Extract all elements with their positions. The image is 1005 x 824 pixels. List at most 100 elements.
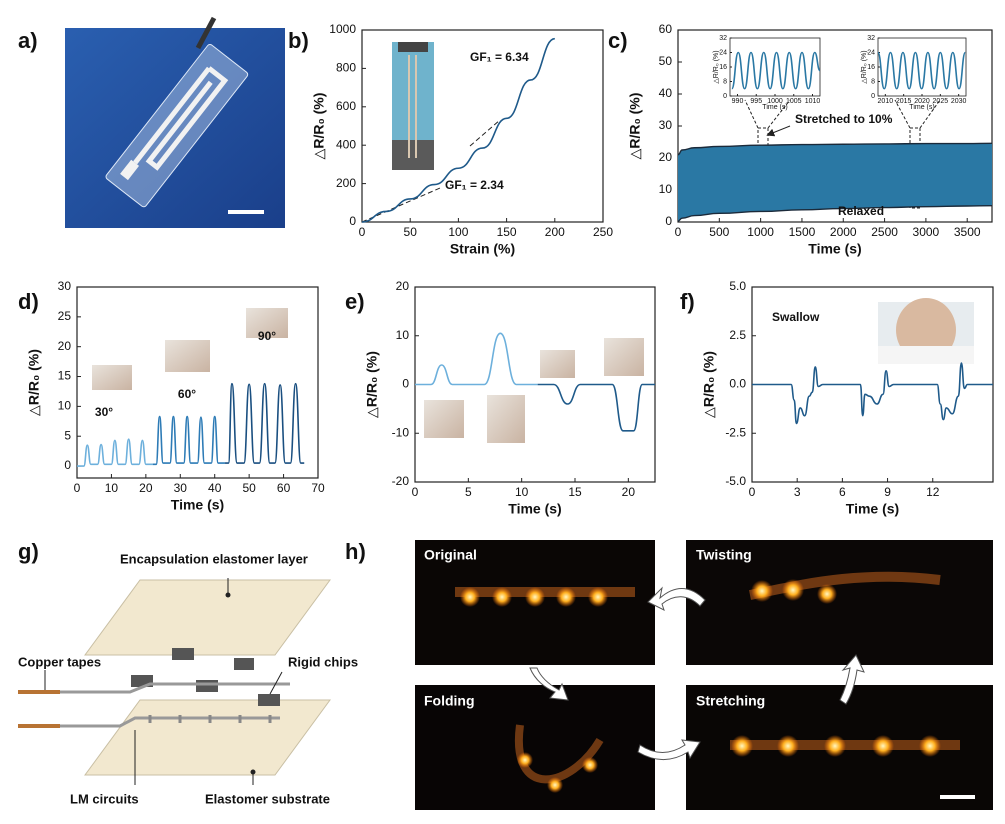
y-axis-label: △R/R₀ (%) [311, 93, 327, 160]
photo-label: Original [424, 547, 477, 563]
diagram-label: LM circuits [70, 791, 139, 806]
x-tick-label: 2020 [914, 98, 930, 105]
flow-arrow [529, 586, 865, 760]
envelope-line [677, 142, 993, 156]
y-tick-label: 20 [396, 279, 410, 293]
annotation: 60° [178, 387, 196, 401]
x-tick-label: 5 [465, 485, 472, 499]
y-tick-label: 0 [723, 93, 727, 100]
panel-label: f) [680, 289, 695, 314]
panel-label: b) [288, 28, 309, 53]
line [361, 37, 556, 223]
y-tick-label: 16 [719, 64, 727, 71]
y-tick-label: 0 [665, 214, 672, 228]
x-axis-label: Time (s) [808, 241, 861, 257]
y-tick-label: 10 [396, 328, 410, 342]
annotation: 90° [258, 329, 276, 343]
y-tick-label: 16 [867, 64, 875, 71]
photo-leds [415, 540, 993, 810]
y-tick-label: 8 [723, 78, 727, 85]
x-tick-label: 20 [622, 485, 636, 499]
panel-label: h) [345, 539, 366, 564]
y-tick-label: -5.0 [725, 474, 746, 488]
photo-label: Folding [424, 693, 475, 709]
x-axis-label: Time (s) [909, 104, 934, 111]
line [731, 51, 821, 90]
plot-frame [361, 29, 604, 223]
x-tick-label: 6 [839, 485, 846, 499]
y-tick-label: 600 [336, 99, 356, 113]
y-tick-label: 24 [719, 49, 727, 56]
y-axis-label: △R/R₀ (%) [861, 50, 868, 83]
diagram-label: Encapsulation elastomer layer [120, 551, 308, 566]
line [76, 438, 153, 467]
panel-label: d) [18, 289, 39, 314]
y-tick-label: 10 [58, 399, 72, 413]
x-tick-label: 2000 [830, 225, 857, 239]
line [414, 332, 538, 386]
y-tick-label: 25 [58, 309, 72, 323]
y-tick-label: 5 [64, 428, 71, 442]
y-tick-label: 5.0 [729, 279, 746, 293]
y-tick-label: 8 [871, 78, 875, 85]
x-tick-label: 40 [208, 481, 222, 495]
x-tick-label: 1005 [786, 98, 802, 105]
x-tick-label: 1500 [789, 225, 816, 239]
annotation: GF₁ = 2.34 [445, 178, 504, 192]
x-tick-label: 3500 [954, 225, 981, 239]
y-tick-label: 20 [58, 339, 72, 353]
x-tick-label: 0 [749, 485, 756, 499]
y-axis-label: △R/R₀ (%) [713, 50, 720, 83]
x-tick-label: 20 [139, 481, 153, 495]
envelope-line [677, 204, 993, 222]
x-tick-label: 0 [74, 481, 81, 495]
y-axis-label: △R/R₀ (%) [701, 351, 717, 418]
line [152, 415, 226, 466]
y-axis-label: △R/R₀ (%) [26, 349, 42, 416]
x-tick-label: 1000 [767, 98, 783, 105]
photo-gesture [92, 298, 974, 443]
y-tick-label: 60 [659, 22, 673, 36]
panel-label: a) [18, 28, 38, 53]
x-tick-label: 10 [515, 485, 529, 499]
x-axis-label: Time (s) [846, 501, 899, 517]
y-tick-label: -2.5 [725, 425, 746, 439]
x-tick-label: 9 [884, 485, 891, 499]
y-tick-label: 24 [867, 49, 875, 56]
y-tick-label: 32 [867, 35, 875, 42]
x-tick-label: 150 [497, 225, 517, 239]
y-axis-label: △R/R₀ (%) [364, 351, 380, 418]
x-tick-label: 250 [593, 225, 613, 239]
x-tick-label: 0 [412, 485, 419, 499]
x-tick-label: 2030 [951, 98, 967, 105]
y-tick-label: 400 [336, 137, 356, 151]
annotation: GF₁ = 6.34 [470, 50, 529, 64]
diagram-label: Rigid chips [288, 654, 358, 669]
x-tick-label: 2010 [878, 98, 894, 105]
photo-sensor [65, 16, 285, 228]
annotation: Swallow [772, 310, 820, 324]
x-axis-label: Time (s) [171, 497, 224, 513]
y-tick-label: 200 [336, 176, 356, 190]
photo-inset [392, 42, 434, 170]
y-tick-label: 1000 [329, 22, 356, 36]
y-tick-label: 30 [659, 118, 673, 132]
x-tick-label: 990 [732, 98, 744, 105]
x-tick-label: 50 [242, 481, 256, 495]
x-tick-label: 30 [174, 481, 188, 495]
x-tick-label: 200 [545, 225, 565, 239]
x-tick-label: 3000 [913, 225, 940, 239]
x-tick-label: 2500 [871, 225, 898, 239]
x-tick-label: 1010 [805, 98, 821, 105]
y-tick-label: 30 [58, 279, 72, 293]
diagram-layers [18, 578, 331, 785]
y-tick-label: -10 [392, 425, 410, 439]
x-tick-label: 15 [568, 485, 582, 499]
line [751, 362, 993, 425]
y-tick-label: 20 [659, 150, 673, 164]
x-axis-label: Strain (%) [450, 241, 515, 257]
annotation: Relaxed [838, 204, 884, 218]
x-tick-label: 995 [750, 98, 762, 105]
y-tick-label: 0 [871, 93, 875, 100]
